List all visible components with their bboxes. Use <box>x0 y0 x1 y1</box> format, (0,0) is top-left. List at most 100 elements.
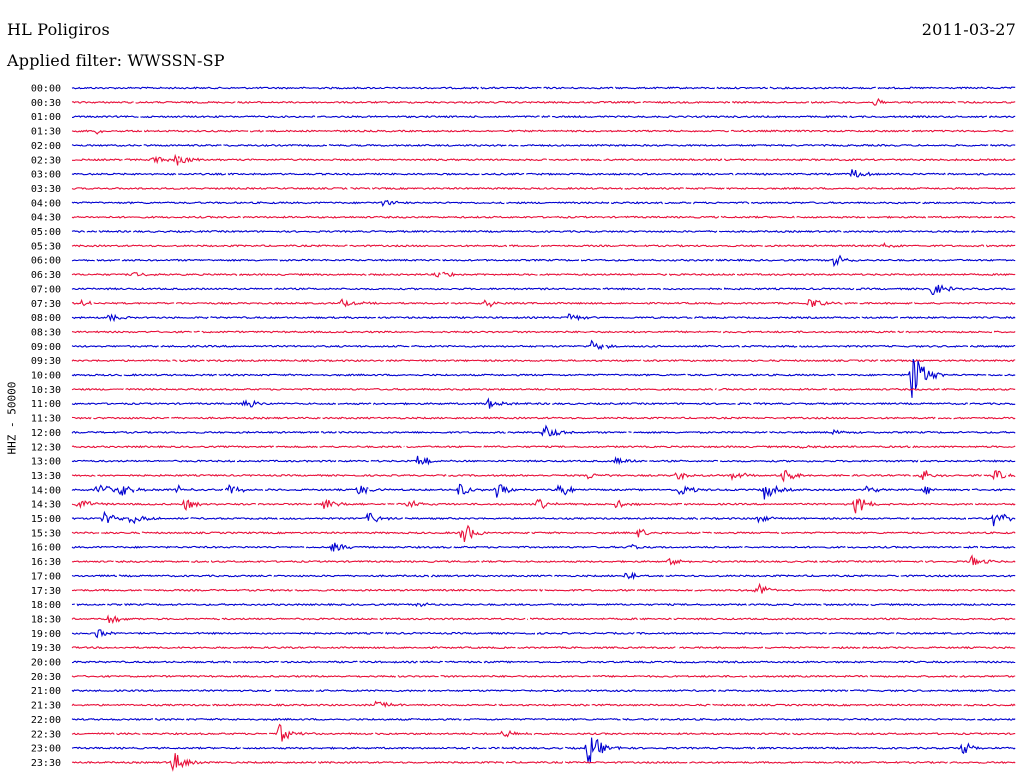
trace-gap <box>662 201 665 205</box>
trace-gap <box>518 143 521 147</box>
trace-gap <box>912 301 915 305</box>
time-tick-label: 12:30 <box>31 442 61 453</box>
trace-gap <box>402 517 405 520</box>
trace-gap <box>966 517 968 520</box>
trace-row-0130 <box>71 129 1016 135</box>
trace-gap <box>134 488 137 492</box>
trace-gap <box>730 100 732 104</box>
trace-gap <box>537 273 540 276</box>
trace-gap <box>647 459 650 463</box>
trace-gap <box>984 244 987 248</box>
trace-gap <box>755 746 758 750</box>
trace-gap <box>123 387 126 391</box>
trace-gap <box>375 316 378 320</box>
trace-gap <box>683 186 686 190</box>
trace-gap <box>272 689 275 693</box>
trace-gap <box>641 359 644 363</box>
trace-gap <box>122 603 125 607</box>
trace-gap <box>240 215 243 219</box>
time-tick-label: 16:30 <box>31 557 61 568</box>
trace-gap <box>797 344 800 348</box>
trace-gap <box>470 746 472 750</box>
trace-row-1930 <box>71 646 1016 650</box>
trace-gap <box>898 316 900 320</box>
trace-gap <box>910 445 913 449</box>
trace-gap <box>417 660 420 664</box>
trace-gap <box>955 100 958 104</box>
trace-gap <box>951 416 954 420</box>
trace-gap <box>139 531 142 535</box>
trace-gap <box>609 201 612 205</box>
trace-gap <box>204 359 207 363</box>
trace-gap <box>366 273 369 276</box>
trace-gap <box>336 459 339 463</box>
trace-gap <box>710 703 713 707</box>
time-tick-label: 03:30 <box>31 184 61 195</box>
trace-gap <box>188 517 191 520</box>
trace-gap <box>677 646 680 650</box>
trace-gap <box>272 287 275 291</box>
trace-row-1200 <box>71 424 1016 437</box>
trace-gap <box>316 760 319 764</box>
trace-gap <box>367 488 370 492</box>
trace-gap <box>841 230 844 233</box>
trace-gap <box>762 244 765 248</box>
time-tick-label: 00:30 <box>31 98 61 109</box>
time-tick-label: 16:00 <box>31 543 61 554</box>
trace-gap <box>945 172 948 176</box>
trace-gap <box>438 674 441 678</box>
time-tick-label: 19:00 <box>31 629 61 640</box>
trace-gap <box>827 387 830 391</box>
trace-gap <box>278 660 281 664</box>
trace-gap <box>992 330 994 334</box>
trace-gap <box>96 230 99 233</box>
trace-row-0400 <box>71 199 1016 207</box>
trace-gap <box>620 717 623 721</box>
trace-gap <box>986 373 989 377</box>
trace-gap <box>936 416 939 420</box>
trace-gap <box>957 674 960 678</box>
trace-gap <box>335 402 338 406</box>
trace-gap <box>357 660 360 664</box>
trace-gap <box>767 86 770 90</box>
trace-gap <box>875 86 878 90</box>
trace-gap <box>550 402 553 406</box>
trace-gap <box>969 230 972 233</box>
trace-gap <box>552 574 555 578</box>
trace-gap <box>114 732 117 736</box>
trace-gap <box>169 416 172 420</box>
trace-row-1400 <box>71 483 1016 500</box>
trace-gap <box>697 517 700 520</box>
trace-gap <box>817 560 820 563</box>
trace-gap <box>903 330 906 334</box>
trace-row-2330 <box>71 753 1016 772</box>
trace-gap <box>546 158 549 162</box>
trace-gap <box>404 445 407 449</box>
trace-gap <box>981 473 984 477</box>
trace-row-0730 <box>71 298 1016 308</box>
trace-gap <box>854 287 857 291</box>
trace-gap <box>895 330 898 334</box>
trace-gap <box>637 617 640 621</box>
time-tick-label: 06:30 <box>31 270 61 281</box>
trace-gap <box>722 287 724 291</box>
trace-gap <box>865 215 868 219</box>
trace-gap <box>988 143 991 147</box>
trace-row-1500 <box>71 510 1016 527</box>
trace-gap <box>868 603 871 607</box>
station-title: HL Poligiros <box>7 20 110 39</box>
trace-gap <box>440 273 443 276</box>
trace-row-1630 <box>71 554 1016 566</box>
trace-gap <box>845 545 848 549</box>
trace-gap <box>383 631 386 635</box>
time-tick-label: 13:30 <box>31 471 61 482</box>
trace-gap <box>225 172 228 176</box>
trace-gap <box>210 703 213 707</box>
trace-gap <box>835 373 838 377</box>
trace-gap <box>909 517 912 520</box>
trace-gap <box>237 273 240 276</box>
trace-gap <box>763 646 765 650</box>
trace-gap <box>746 603 749 607</box>
trace-gap <box>142 129 145 133</box>
trace-gap <box>590 674 593 678</box>
